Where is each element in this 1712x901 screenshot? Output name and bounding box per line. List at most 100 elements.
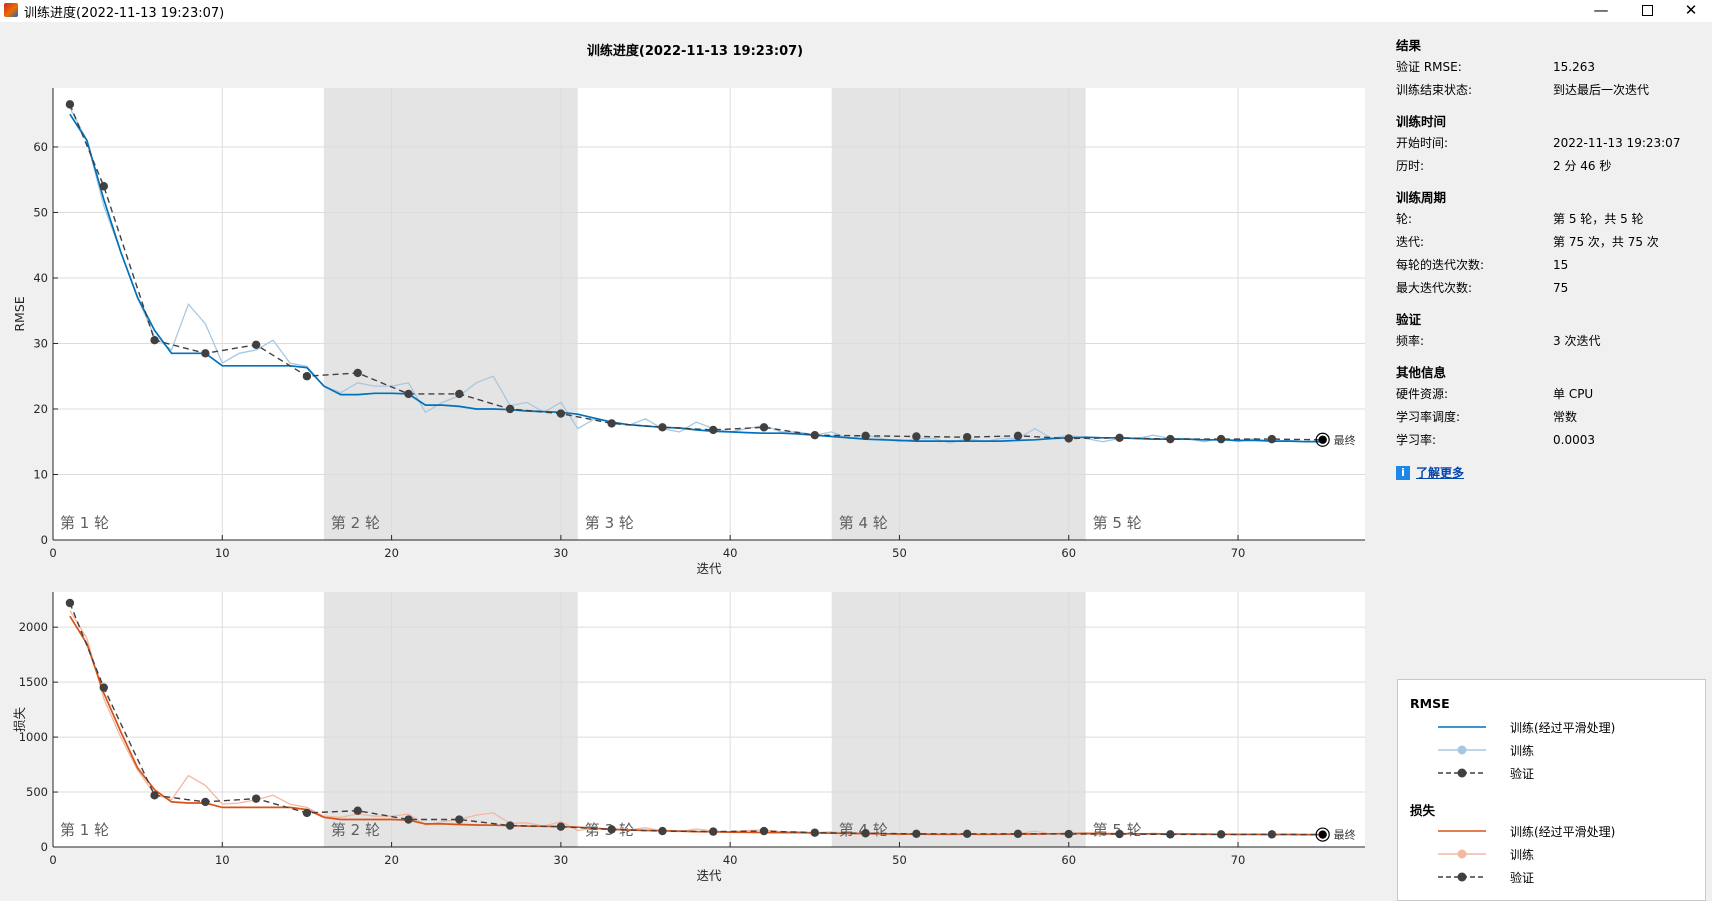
x-tick-label: 60 — [1061, 853, 1076, 867]
y-tick-label: 500 — [26, 785, 48, 799]
validation-point — [556, 822, 566, 831]
final-marker — [1318, 435, 1327, 444]
validation-point — [1013, 829, 1023, 839]
validation-point — [1267, 830, 1277, 839]
validation-point — [962, 829, 972, 839]
final-label: 最终 — [1334, 433, 1356, 447]
window-title: 训练进度(2022-11-13 19:23:07) — [24, 6, 225, 21]
validation-point — [455, 389, 464, 399]
info-value: 2022-11-13 19:23:07 — [1553, 136, 1681, 150]
info-key: 硬件资源: — [1396, 387, 1449, 401]
series-validation — [69, 602, 1323, 836]
y-tick-label: 0 — [41, 840, 48, 854]
loss-chart: 第 1 轮第 2 轮第 3 轮第 4 轮第 5 轮最终0102030405060… — [12, 592, 1365, 883]
validation-point — [150, 336, 159, 345]
info-row: 每轮的迭代次数: 15 — [1396, 254, 1696, 277]
validation-point — [1013, 431, 1023, 441]
validation-point — [709, 425, 718, 435]
info-icon: i — [1396, 466, 1410, 480]
epoch-label: 第 1 轮 — [60, 821, 109, 839]
validation-point — [455, 815, 464, 824]
learn-more-link[interactable]: i 了解更多 — [1396, 462, 1696, 484]
legend-label: 训练(经过平滑处理) — [1510, 825, 1616, 839]
validation-point — [759, 423, 769, 432]
final-label: 最终 — [1334, 828, 1356, 842]
info-section-title: 训练时间 — [1396, 114, 1447, 129]
legend-marker-icon — [1438, 745, 1486, 755]
x-tick-label: 40 — [723, 853, 738, 867]
x-tick-label: 0 — [49, 853, 56, 867]
y-tick-label: 60 — [33, 140, 48, 154]
validation-point — [709, 827, 718, 836]
validation-point — [810, 828, 820, 837]
validation-point — [150, 791, 159, 800]
info-key: 学习率调度: — [1396, 410, 1461, 424]
validation-point — [1216, 830, 1226, 839]
info-value: 75 — [1553, 281, 1569, 295]
x-axis-label: 迭代 — [696, 561, 722, 576]
x-tick-label: 30 — [554, 546, 569, 560]
epoch-band — [831, 592, 1086, 847]
validation-point — [1064, 829, 1073, 839]
minimize-button[interactable]: — — [1593, 1, 1609, 19]
legend-rmse-smoothed: 训练(经过平滑处理) — [1410, 717, 1700, 737]
x-tick-label: 20 — [384, 853, 399, 867]
legend-label: 训练 — [1510, 848, 1535, 862]
legend-loss-validation: 验证 — [1410, 867, 1700, 887]
validation-point — [1166, 830, 1175, 839]
info-key: 每轮的迭代次数: — [1396, 258, 1485, 272]
validation-point — [1166, 434, 1175, 444]
legend-loss-training: 训练 — [1410, 844, 1700, 864]
x-tick-label: 40 — [723, 546, 738, 560]
final-marker — [1318, 830, 1327, 839]
validation-point — [302, 372, 312, 381]
epoch-label: 第 4 轮 — [839, 514, 888, 532]
plot-background — [53, 88, 1365, 540]
epoch-band — [323, 88, 578, 540]
info-row: 学习率调度: 常数 — [1396, 406, 1696, 429]
legend-rmse-validation: 验证 — [1410, 763, 1700, 783]
validation-point — [861, 431, 870, 441]
y-tick-label: 1000 — [19, 730, 48, 744]
info-value: 第 75 次，共 75 次 — [1553, 235, 1659, 249]
info-value: 到达最后一次迭代 — [1553, 83, 1650, 97]
validation-point — [607, 419, 616, 428]
x-tick-label: 0 — [49, 546, 56, 560]
validation-point — [353, 806, 362, 815]
legend-line-icon — [1438, 726, 1486, 728]
info-row: 迭代: 第 75 次，共 75 次 — [1396, 231, 1696, 254]
plot-title: 训练进度(2022-11-13 19:23:07) — [586, 44, 804, 59]
final-marker-ring — [1315, 432, 1330, 447]
close-button[interactable]: ✕ — [1684, 1, 1698, 19]
maximize-button[interactable] — [1624, 0, 1670, 22]
info-row: 训练结束状态: 到达最后一次迭代 — [1396, 79, 1696, 102]
validation-point — [505, 404, 515, 414]
epoch-band — [323, 592, 578, 847]
validation-point — [607, 825, 616, 834]
validation-point — [251, 794, 261, 803]
validation-point — [658, 826, 667, 836]
info-value: 常数 — [1553, 410, 1578, 424]
validation-point — [201, 349, 210, 358]
info-key: 最大迭代次数: — [1396, 281, 1473, 295]
epoch-band — [831, 88, 1086, 540]
x-tick-label: 10 — [215, 546, 230, 560]
info-row: 开始时间: 2022-11-13 19:23:07 — [1396, 132, 1696, 155]
legend-label: 验证 — [1510, 871, 1535, 885]
legend-label: 验证 — [1510, 767, 1535, 781]
info-section-title: 结果 — [1396, 38, 1422, 53]
x-axis-label: 迭代 — [696, 868, 722, 883]
validation-point — [251, 340, 261, 349]
validation-point — [404, 389, 413, 399]
validation-point — [505, 821, 515, 830]
x-tick-label: 50 — [892, 546, 907, 560]
legend-marker-icon — [1438, 872, 1486, 882]
validation-point — [658, 423, 667, 432]
y-tick-label: 20 — [33, 402, 48, 416]
epoch-label: 第 2 轮 — [331, 821, 380, 839]
legend-marker-icon — [1438, 849, 1486, 859]
info-key: 训练结束状态: — [1396, 83, 1473, 97]
epoch-label: 第 3 轮 — [585, 514, 634, 532]
validation-point — [65, 100, 75, 109]
legend-rmse-training: 训练 — [1410, 740, 1700, 760]
